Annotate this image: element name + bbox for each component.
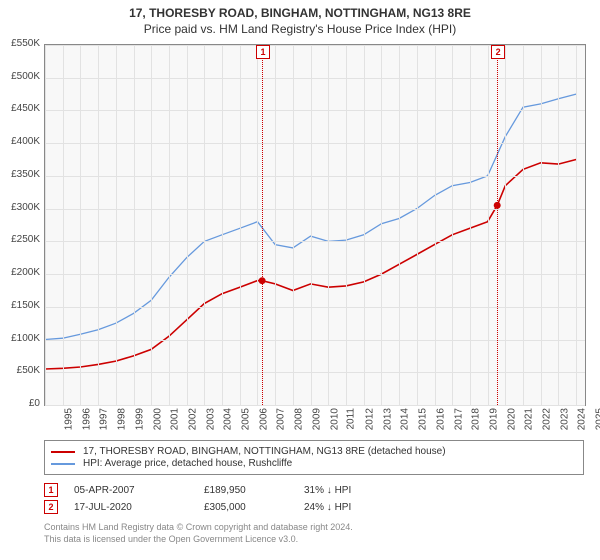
x-axis-label: 2004 [223, 408, 234, 430]
legend-label-series: 17, THORESBY ROAD, BINGHAM, NOTTINGHAM, … [83, 446, 446, 457]
transaction-date: 17-JUL-2020 [74, 502, 204, 513]
transaction-marker-1: 1 [44, 483, 58, 497]
y-axis-label: £150K [0, 300, 40, 311]
x-axis-label: 1995 [63, 408, 74, 430]
x-axis-label: 1998 [116, 408, 127, 430]
x-axis-label: 2024 [577, 408, 588, 430]
x-axis-label: 2008 [293, 408, 304, 430]
x-axis-label: 2001 [169, 408, 180, 430]
legend: 17, THORESBY ROAD, BINGHAM, NOTTINGHAM, … [44, 440, 584, 475]
transaction-hpi: 24% ↓ HPI [304, 502, 424, 513]
x-axis-label: 2014 [400, 408, 411, 430]
x-axis-label: 2005 [240, 408, 251, 430]
marker-label-2: 2 [491, 45, 505, 59]
x-axis-label: 2013 [382, 408, 393, 430]
chart-svg [45, 45, 585, 405]
legend-swatch-series [51, 451, 75, 453]
y-axis-label: £500K [0, 71, 40, 82]
x-axis-label: 2009 [311, 408, 322, 430]
x-axis-label: 2000 [152, 408, 163, 430]
transaction-price: £189,950 [204, 485, 304, 496]
legend-swatch-hpi [51, 463, 75, 465]
y-axis-label: £450K [0, 103, 40, 114]
legend-row: 17, THORESBY ROAD, BINGHAM, NOTTINGHAM, … [51, 446, 577, 457]
x-axis-label: 2019 [488, 408, 499, 430]
transaction-date: 05-APR-2007 [74, 485, 204, 496]
x-axis-label: 2017 [453, 408, 464, 430]
x-axis-label: 1997 [99, 408, 110, 430]
chart-container: 17, THORESBY ROAD, BINGHAM, NOTTINGHAM, … [0, 0, 600, 560]
x-axis-label: 2015 [417, 408, 428, 430]
transaction-row: 2 17-JUL-2020 £305,000 24% ↓ HPI [44, 500, 584, 514]
footer-line-2: This data is licensed under the Open Gov… [44, 534, 584, 546]
transaction-marker-2: 2 [44, 500, 58, 514]
transaction-row: 1 05-APR-2007 £189,950 31% ↓ HPI [44, 483, 584, 497]
x-axis-label: 2003 [205, 408, 216, 430]
x-axis-label: 2006 [258, 408, 269, 430]
plot-area: 12 [44, 44, 586, 406]
y-axis-label: £300K [0, 202, 40, 213]
legend-row: HPI: Average price, detached house, Rush… [51, 458, 577, 469]
x-axis-label: 2007 [276, 408, 287, 430]
x-axis-label: 2012 [364, 408, 375, 430]
y-axis-label: £550K [0, 38, 40, 49]
transaction-hpi: 31% ↓ HPI [304, 485, 424, 496]
transaction-price: £305,000 [204, 502, 304, 513]
y-axis-label: £50K [0, 365, 40, 376]
y-axis-label: £400K [0, 136, 40, 147]
x-axis-label: 2022 [541, 408, 552, 430]
address-title: 17, THORESBY ROAD, BINGHAM, NOTTINGHAM, … [0, 6, 600, 20]
x-axis-label: 2021 [524, 408, 535, 430]
x-axis-label: 1996 [81, 408, 92, 430]
x-axis-label: 2016 [435, 408, 446, 430]
legend-label-hpi: HPI: Average price, detached house, Rush… [83, 458, 292, 469]
x-axis-label: 1999 [134, 408, 145, 430]
x-axis-label: 2010 [329, 408, 340, 430]
subtitle: Price paid vs. HM Land Registry's House … [0, 22, 600, 36]
x-axis-label: 2018 [470, 408, 481, 430]
x-axis-label: 2011 [346, 408, 357, 430]
x-axis-label: 2025 [594, 408, 600, 430]
y-axis-label: £0 [0, 398, 40, 409]
x-axis-label: 2002 [187, 408, 198, 430]
y-axis-label: £350K [0, 169, 40, 180]
x-axis-label: 2020 [506, 408, 517, 430]
footer: Contains HM Land Registry data © Crown c… [44, 522, 584, 545]
y-axis-label: £200K [0, 267, 40, 278]
footer-line-1: Contains HM Land Registry data © Crown c… [44, 522, 584, 534]
y-axis-label: £100K [0, 333, 40, 344]
x-axis-label: 2023 [559, 408, 570, 430]
marker-label-1: 1 [256, 45, 270, 59]
y-axis-label: £250K [0, 234, 40, 245]
chart-titles: 17, THORESBY ROAD, BINGHAM, NOTTINGHAM, … [0, 0, 600, 36]
transactions-table: 1 05-APR-2007 £189,950 31% ↓ HPI 2 17-JU… [44, 480, 584, 517]
